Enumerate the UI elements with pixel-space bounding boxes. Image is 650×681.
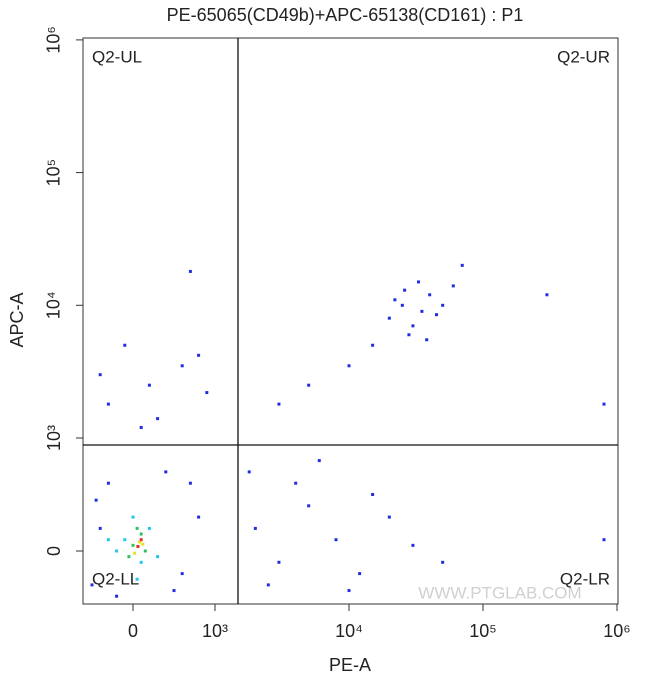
point	[135, 526, 139, 530]
point	[460, 263, 464, 267]
y-axis-label: APC-A	[7, 292, 27, 347]
point	[156, 555, 160, 559]
y-tick-label: 10⁶	[44, 26, 64, 53]
point	[147, 383, 151, 387]
point	[403, 288, 407, 292]
x-axis-label: PE-A	[329, 655, 371, 675]
point	[602, 402, 606, 406]
point	[428, 293, 432, 297]
point	[115, 549, 119, 553]
point	[133, 551, 137, 555]
quadrant-label: Q2-LR	[560, 569, 610, 588]
point	[416, 280, 420, 284]
points	[90, 263, 606, 598]
point	[156, 417, 160, 421]
chart-title: PE-65065(CD49b)+APC-65138(CD161) : P1	[167, 5, 524, 25]
point	[131, 515, 135, 519]
x-tick-label: 10⁴	[335, 621, 363, 641]
point	[347, 364, 351, 368]
point	[441, 560, 445, 564]
point	[307, 383, 311, 387]
point	[106, 402, 110, 406]
point	[371, 493, 375, 496]
point	[407, 333, 411, 337]
point	[98, 526, 102, 530]
point	[371, 343, 375, 347]
watermark: WWW.PTGLAB.COM	[418, 583, 581, 602]
point	[115, 594, 119, 598]
point	[393, 298, 397, 302]
x-tick-label: 10⁵	[469, 621, 496, 641]
point	[139, 538, 143, 542]
point	[143, 549, 147, 553]
quadrant-label: Q2-LL	[92, 569, 139, 588]
point	[135, 577, 139, 581]
point	[136, 544, 140, 548]
plot-frame	[82, 37, 619, 605]
point	[451, 284, 455, 288]
point	[98, 373, 102, 377]
point	[400, 303, 404, 307]
x-tick-label: 10³	[202, 621, 228, 641]
point	[602, 538, 606, 542]
quadrant-label: Q2-UR	[557, 47, 610, 66]
point	[172, 589, 176, 593]
point	[139, 425, 143, 429]
point	[197, 353, 201, 357]
point	[188, 269, 192, 273]
point	[411, 324, 415, 328]
x-tick-label: 0	[128, 621, 138, 641]
point	[141, 542, 145, 546]
point	[387, 515, 391, 519]
point	[347, 589, 351, 593]
point	[266, 583, 270, 587]
point	[164, 470, 168, 474]
point	[277, 402, 281, 406]
point	[294, 481, 298, 485]
point	[180, 572, 184, 576]
point	[420, 309, 424, 313]
point	[138, 540, 142, 544]
y-tick-label: 10³	[44, 425, 64, 451]
point	[247, 470, 251, 474]
point	[90, 583, 94, 587]
point	[425, 338, 429, 342]
point	[277, 560, 281, 564]
y-tick-label: 10⁴	[44, 291, 64, 319]
point	[411, 543, 415, 547]
point	[253, 526, 257, 530]
point	[334, 538, 338, 542]
point	[441, 303, 445, 307]
point	[94, 498, 98, 502]
point	[180, 364, 184, 368]
point	[147, 526, 151, 530]
point	[307, 504, 311, 508]
x-tick-label: 10⁶	[603, 621, 630, 641]
point	[131, 543, 135, 547]
point	[139, 560, 143, 564]
point	[358, 572, 362, 576]
point	[106, 481, 110, 485]
point	[127, 555, 131, 559]
point	[317, 459, 321, 463]
point	[205, 391, 209, 395]
point	[387, 316, 391, 320]
y-tick-label: 0	[44, 546, 64, 556]
point	[197, 515, 201, 519]
point	[435, 313, 439, 317]
y-tick-label: 10⁵	[44, 159, 64, 186]
point	[139, 532, 143, 536]
point	[106, 538, 110, 542]
point	[123, 343, 127, 347]
point	[188, 481, 192, 485]
point	[545, 293, 549, 297]
point	[123, 538, 127, 542]
quadrant-label: Q2-UL	[92, 47, 142, 66]
